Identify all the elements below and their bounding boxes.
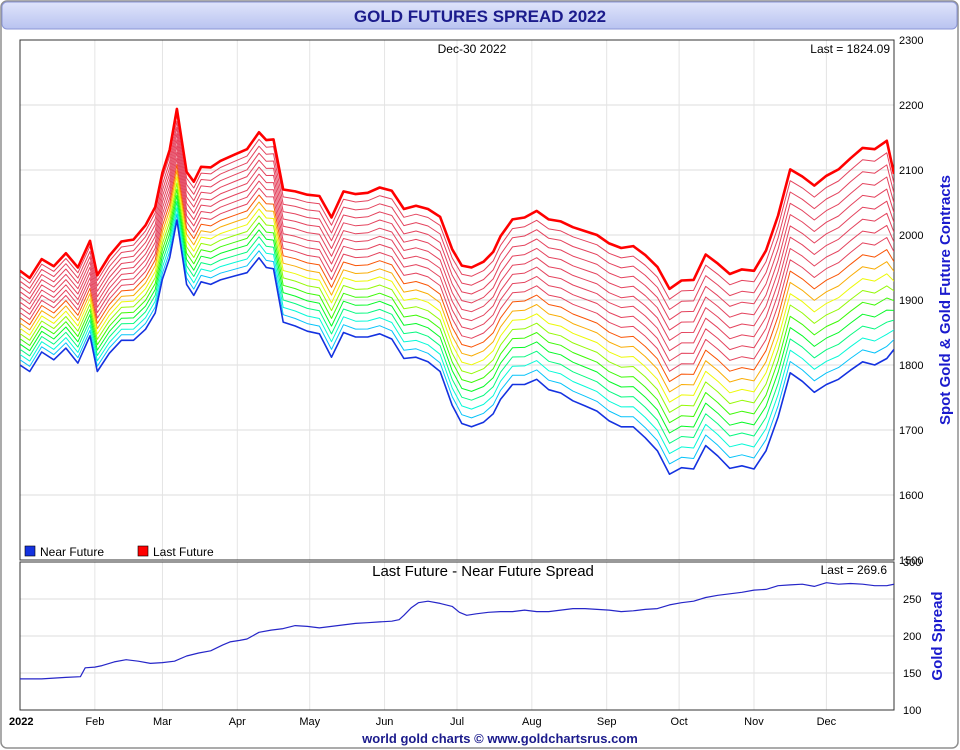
- contract-line-6: [20, 182, 894, 413]
- x-tick-label: Oct: [671, 716, 688, 728]
- spread-y-axis-label: Gold Spread: [929, 591, 946, 680]
- main-y-tick-label: 1800: [899, 360, 923, 372]
- legend: Near Future Last Future: [24, 545, 214, 559]
- x-tick-label: Jul: [450, 716, 464, 728]
- legend-label-near: Near Future: [40, 545, 104, 559]
- footer-credit: world gold charts © www.goldchartsrus.co…: [361, 731, 638, 746]
- contract-line-14: [20, 133, 894, 331]
- x-tick-label: Sep: [597, 716, 617, 728]
- main-y-tick-label: 2300: [899, 35, 923, 47]
- spread-y-ticks: 100 150 200 250 300: [903, 557, 921, 717]
- spread-y-tick-label: 150: [903, 668, 921, 680]
- main-plot-border: [19, 39, 895, 561]
- x-tick-label: 2022: [9, 716, 33, 728]
- contract-line-7: [20, 176, 894, 403]
- main-last-label: Last = 1824.09: [810, 42, 890, 56]
- x-axis-ticks: 2022 Feb Mar Apr May Jun Jul Aug Sep Oct Nov Dec: [9, 716, 837, 728]
- contract-line-2: [20, 207, 894, 455]
- legend-swatch-last: [137, 545, 149, 557]
- main-y-tick-label: 1500: [899, 555, 923, 567]
- last-future-line: [20, 107, 894, 291]
- legend-swatch-near: [24, 545, 36, 557]
- contract-lines: [20, 107, 894, 475]
- spread-plot-border: [19, 561, 895, 711]
- main-y-tick-label: 1900: [899, 295, 923, 307]
- contract-line-4: [20, 194, 894, 434]
- x-tick-label: Dec: [817, 716, 837, 728]
- x-tick-label: Aug: [522, 716, 542, 728]
- spread-lines: [20, 582, 894, 680]
- contract-line-11: [20, 151, 894, 362]
- contract-line-15: [20, 126, 894, 321]
- legend-label-last: Last Future: [153, 545, 214, 559]
- main-y-tick-label: 2000: [899, 230, 923, 242]
- x-tick-label: Feb: [85, 716, 104, 728]
- spread-y-tick-label: 300: [903, 557, 921, 569]
- spread-title: Last Future - Near Future Spread: [372, 563, 594, 580]
- contract-line-8: [20, 170, 894, 393]
- contract-line-3: [20, 201, 894, 444]
- main-y-tick-label: 2100: [899, 165, 923, 177]
- main-y-tick-label: 1700: [899, 425, 923, 437]
- contract-line-5: [20, 188, 894, 424]
- spread-y-tick-label: 200: [903, 631, 921, 643]
- spread-y-tick-label: 250: [903, 594, 921, 606]
- spread-y-tick-label: 100: [903, 705, 921, 717]
- contract-line-1: [20, 213, 894, 465]
- main-y-axis-label: Spot Gold & Gold Future Contracts: [937, 175, 954, 425]
- chart-title: GOLD FUTURES SPREAD 2022: [354, 7, 606, 26]
- header-bar: [1, 1, 958, 30]
- x-tick-label: May: [299, 716, 320, 728]
- near-future-line: [20, 219, 894, 475]
- x-tick-label: Jun: [376, 716, 394, 728]
- contract-line-16: [20, 120, 894, 310]
- main-y-tick-label: 1600: [899, 490, 923, 502]
- contract-line-9: [20, 164, 894, 383]
- x-tick-label: Nov: [744, 716, 764, 728]
- date-label: Dec-30 2022: [438, 42, 507, 56]
- spread-gridlines: [20, 562, 894, 710]
- main-y-tick-label: 2200: [899, 100, 923, 112]
- spread-line: [20, 582, 894, 680]
- x-tick-label: Apr: [229, 716, 246, 728]
- spread-last-label: Last = 269.6: [821, 563, 888, 577]
- x-tick-label: Mar: [153, 716, 172, 728]
- contract-line-13: [20, 139, 894, 341]
- contract-line-10: [20, 157, 894, 372]
- main-y-ticks: 1500 1600 1700 1800 1900 2000 2100 2200 2300: [899, 35, 923, 567]
- contract-line-12: [20, 145, 894, 352]
